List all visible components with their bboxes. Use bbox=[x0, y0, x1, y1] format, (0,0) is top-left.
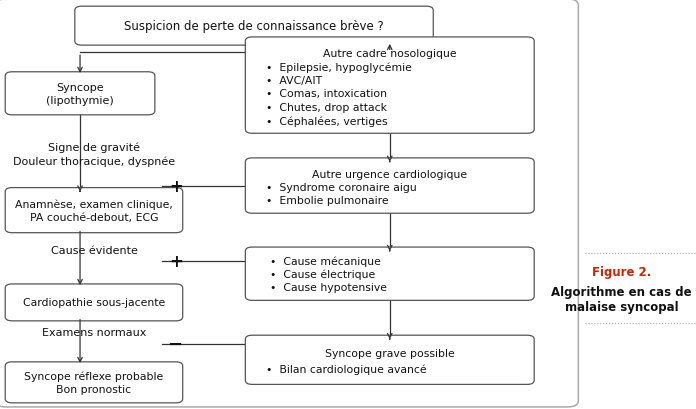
FancyBboxPatch shape bbox=[246, 158, 535, 213]
FancyBboxPatch shape bbox=[246, 247, 535, 301]
Text: +: + bbox=[168, 177, 182, 195]
FancyBboxPatch shape bbox=[246, 335, 535, 384]
FancyBboxPatch shape bbox=[74, 7, 433, 46]
FancyBboxPatch shape bbox=[6, 188, 182, 233]
Text: •  Embolie pulmonaire: • Embolie pulmonaire bbox=[266, 196, 389, 206]
Text: Algorithme en cas de
malaise syncopal: Algorithme en cas de malaise syncopal bbox=[551, 285, 692, 313]
Text: •  Epilepsie, hypoglycémie: • Epilepsie, hypoglycémie bbox=[266, 63, 412, 73]
Text: Syncope
(lipothymie): Syncope (lipothymie) bbox=[46, 83, 114, 106]
Text: Suspicion de perte de connaissance brève ?: Suspicion de perte de connaissance brève… bbox=[124, 20, 384, 33]
FancyBboxPatch shape bbox=[6, 362, 182, 403]
FancyBboxPatch shape bbox=[6, 284, 182, 321]
Text: −: − bbox=[167, 335, 182, 353]
Text: •  Comas, intoxication: • Comas, intoxication bbox=[266, 89, 387, 99]
Text: Syncope réflexe probable
Bon pronostic: Syncope réflexe probable Bon pronostic bbox=[24, 371, 164, 394]
Text: Cardiopathie sous-jacente: Cardiopathie sous-jacente bbox=[23, 298, 165, 308]
Text: •  Bilan cardiologique avancé: • Bilan cardiologique avancé bbox=[266, 364, 427, 374]
FancyBboxPatch shape bbox=[6, 73, 155, 115]
Text: +: + bbox=[168, 253, 182, 271]
Text: Autre urgence cardiologique: Autre urgence cardiologique bbox=[313, 170, 467, 180]
Text: Signe de gravité
Douleur thoracique, dyspnée: Signe de gravité Douleur thoracique, dys… bbox=[13, 143, 175, 166]
FancyBboxPatch shape bbox=[246, 38, 535, 134]
Text: Figure 2.: Figure 2. bbox=[592, 265, 651, 279]
Text: •  Cause électrique: • Cause électrique bbox=[270, 269, 375, 279]
Text: Cause évidente: Cause évidente bbox=[51, 245, 137, 255]
Text: •  Cause mécanique: • Cause mécanique bbox=[270, 256, 381, 266]
Text: Anamnèse, examen clinique,
PA couché-debout, ECG: Anamnèse, examen clinique, PA couché-deb… bbox=[15, 199, 173, 222]
Text: •  Chutes, drop attack: • Chutes, drop attack bbox=[266, 103, 387, 112]
Text: •  Cause hypotensive: • Cause hypotensive bbox=[270, 282, 387, 292]
Text: •  Céphalées, vertiges: • Céphalées, vertiges bbox=[266, 116, 388, 126]
Text: Autre cadre nosologique: Autre cadre nosologique bbox=[323, 49, 457, 59]
FancyBboxPatch shape bbox=[0, 0, 578, 407]
Text: •  AVC/AIT: • AVC/AIT bbox=[266, 76, 322, 86]
Text: Examens normaux: Examens normaux bbox=[42, 327, 146, 337]
Text: Syncope grave possible: Syncope grave possible bbox=[325, 348, 454, 358]
Text: •  Syndrome coronaire aigu: • Syndrome coronaire aigu bbox=[266, 183, 417, 193]
